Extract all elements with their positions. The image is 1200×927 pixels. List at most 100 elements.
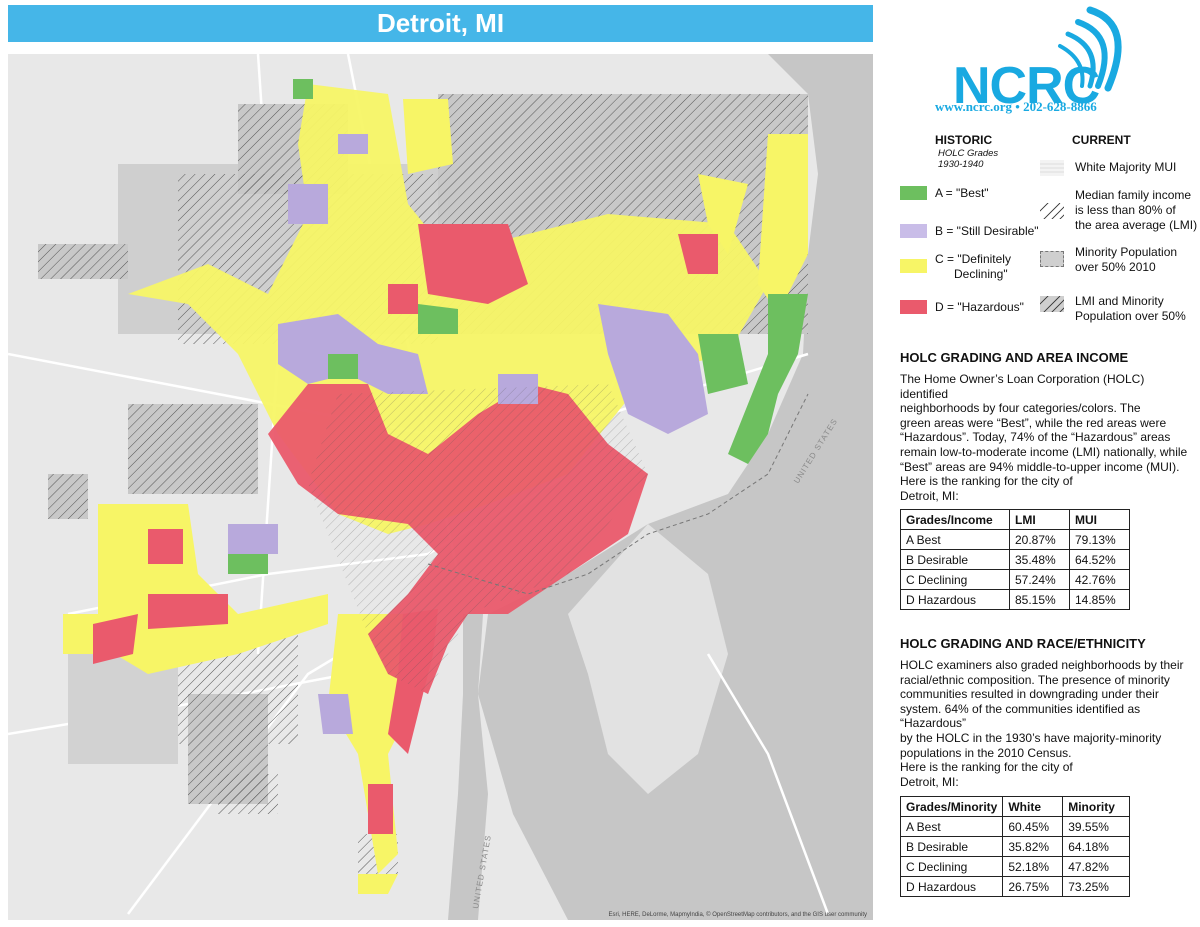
table-header: Minority <box>1062 796 1130 817</box>
table-cell: D Hazardous <box>900 589 1010 610</box>
ncrc-logo[interactable]: NCRC <box>940 6 1130 116</box>
swatch-grade-d <box>900 300 927 314</box>
table-row: D Hazardous 85.15% 14.85% <box>900 589 1130 610</box>
table-cell: A Best <box>899 816 1004 837</box>
swatch-grade-c <box>900 259 927 273</box>
table-cell: 79.13% <box>1069 529 1130 550</box>
legend-current-lmi-line2: is less than 80% of <box>1075 203 1176 217</box>
swatch-lmi <box>1040 203 1064 219</box>
race-paragraph: HOLC examiners also graded neighborhoods… <box>900 658 1195 789</box>
table-cell: 60.45% <box>1002 816 1064 837</box>
table-row: C Declining 57.24% 42.76% <box>900 569 1130 590</box>
river-channel <box>448 614 488 920</box>
table-row: A Best 60.45% 39.55% <box>899 816 1130 837</box>
income-paragraph-line: remain low-to-moderate income (LMI) nati… <box>900 444 1188 459</box>
legend-grade-a: A = "Best" <box>935 186 989 200</box>
income-paragraph-line: neighborhoods by four categories/colors.… <box>900 401 1141 416</box>
table-header: Grades/Minority <box>899 796 1004 817</box>
logo-separator-dot: • <box>1015 99 1024 114</box>
income-paragraph-line: “Hazardous”. Today, 74% of the “Hazardou… <box>900 430 1171 445</box>
legend-historic-sub1: HOLC Grades <box>938 148 999 159</box>
legend-historic-heading: HISTORIC <box>935 133 993 147</box>
race-paragraph-line: Detroit, MI: <box>900 774 959 789</box>
race-table: Grades/Minority White Minority A Best 60… <box>899 796 1130 897</box>
table-cell: 35.82% <box>1002 836 1064 857</box>
race-paragraph-line: communities resulted in downgrading unde… <box>900 687 1159 702</box>
table-cell: 64.52% <box>1069 549 1130 570</box>
table-header-row: Grades/Income LMI MUI <box>900 509 1130 530</box>
race-paragraph-line: by the HOLC in the 1930’s have majority-… <box>900 730 1162 745</box>
income-paragraph-line: “Best” areas are 94% middle-to-upper inc… <box>900 459 1180 474</box>
race-paragraph-line: HOLC examiners also graded neighborhoods… <box>900 658 1184 672</box>
table-cell: 52.18% <box>1002 856 1064 877</box>
table-cell: D Hazardous <box>899 876 1004 897</box>
map-title: Detroit, MI <box>8 5 873 42</box>
legend-historic-sub2: 1930-1940 <box>938 159 984 170</box>
swatch-minority-population <box>1040 251 1064 267</box>
table-header-row: Grades/Minority White Minority <box>899 796 1130 817</box>
logo-wordmark: NCRC <box>953 57 1100 115</box>
income-section-title: HOLC GRADING AND AREA INCOME <box>900 350 1129 365</box>
table-cell: 42.76% <box>1069 569 1130 590</box>
table-cell: 35.48% <box>1009 549 1070 570</box>
logo-website[interactable]: www.ncrc.org <box>935 99 1013 114</box>
table-row: C Declining 52.18% 47.82% <box>899 856 1130 877</box>
swatch-lmi-and-minority <box>1040 296 1064 312</box>
table-row: A Best 20.87% 79.13% <box>900 529 1130 550</box>
legend-current-white-mui: White Majority MUI <box>1075 160 1177 174</box>
logo-contact[interactable]: www.ncrc.org • 202-628-8866 <box>935 99 1097 115</box>
income-table: Grades/Income LMI MUI A Best 20.87% 79.1… <box>900 509 1130 610</box>
legend-current-minority-line2: over 50% 2010 <box>1075 260 1156 274</box>
legend-grade-b: B = "Still Desirable" <box>935 224 1039 238</box>
table-cell: 47.82% <box>1062 856 1130 877</box>
table-header: Grades/Income <box>900 509 1010 530</box>
swatch-white-majority-mui <box>1040 160 1064 176</box>
table-row: B Desirable 35.82% 64.18% <box>899 836 1130 857</box>
holc-grades-layer <box>63 79 808 894</box>
race-paragraph-line: system. 64% of the communities identifie… <box>900 701 1141 731</box>
table-cell: C Declining <box>900 569 1010 590</box>
table-header: LMI <box>1009 509 1070 530</box>
map[interactable]: UNITED STATES UNITED STATES Esri, HERE, … <box>8 54 873 920</box>
table-row: D Hazardous 26.75% 73.25% <box>899 876 1130 897</box>
race-paragraph-line: populations in the 2010 Census. <box>900 745 1072 760</box>
table-header: White <box>1002 796 1064 817</box>
table-cell: A Best <box>900 529 1010 550</box>
logo-swoosh-icon <box>1058 6 1122 92</box>
legend-current-lmi-minority-line2: Population over 50% <box>1075 309 1186 323</box>
table-cell: 73.25% <box>1062 876 1130 897</box>
legend-grade-c-line1: C = "Definitely <box>935 252 1011 266</box>
legend-current-lmi-line3: the area average (LMI) <box>1075 218 1198 232</box>
logo-phone: 202-628-8866 <box>1023 99 1097 114</box>
table-cell: 57.24% <box>1009 569 1070 590</box>
table-cell: 85.15% <box>1009 589 1070 610</box>
detroit-river <box>478 54 873 920</box>
swatch-grade-a <box>900 186 927 200</box>
table-cell: 14.85% <box>1069 589 1130 610</box>
income-paragraph-line: green areas were “Best”, while the red a… <box>900 415 1167 430</box>
income-paragraph-line: The Home Owner’s Loan Corporation (HOLC)… <box>900 372 1145 401</box>
income-paragraph-line: Detroit, MI: <box>900 488 959 503</box>
table-cell: B Desirable <box>900 549 1010 570</box>
race-paragraph-line: Here is the ranking for the city of <box>900 760 1073 775</box>
race-paragraph-line: racial/ethnic composition. The presence … <box>900 672 1170 687</box>
table-cell: C Declining <box>899 856 1004 877</box>
income-paragraph-line: Here is the ranking for the city of <box>900 474 1073 489</box>
map-attribution: Esri, HERE, DeLorme, MapmyIndia, © OpenS… <box>608 912 867 918</box>
table-cell: 26.75% <box>1002 876 1064 897</box>
legend-grade-d: D = "Hazardous" <box>935 300 1024 314</box>
table-header: MUI <box>1069 509 1130 530</box>
legend-current-lmi-minority-line1: LMI and Minority <box>1075 294 1164 308</box>
legend-current-minority-line1: Minority Population <box>1075 245 1178 259</box>
race-section-title: HOLC GRADING AND RACE/ETHNICITY <box>900 636 1146 651</box>
windsor-land <box>568 524 728 794</box>
table-cell: 64.18% <box>1062 836 1130 857</box>
map-canvas: UNITED STATES UNITED STATES <box>8 54 873 920</box>
border-line <box>427 393 809 595</box>
legend-current-heading: CURRENT <box>1072 133 1131 147</box>
legend-current-lmi-line1: Median family income <box>1075 188 1192 202</box>
swatch-grade-b <box>900 224 927 238</box>
table-cell: 20.87% <box>1009 529 1070 550</box>
legend-grade-c-line2: Declining" <box>954 267 1008 281</box>
table-row: B Desirable 35.48% 64.52% <box>900 549 1130 570</box>
